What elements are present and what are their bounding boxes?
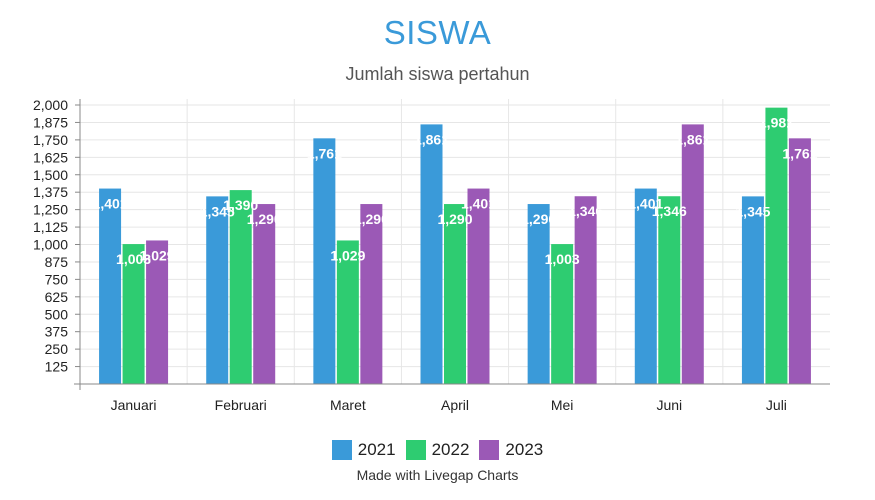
data-label: 1,290 <box>521 211 556 227</box>
y-tick-label: 1,250 <box>33 202 68 218</box>
data-label: 1,029 <box>330 247 365 263</box>
bar-chart: 1,4011,0031,0291,3451,3901,2901,7611,029… <box>33 97 830 413</box>
x-tick-label: Juni <box>656 397 682 413</box>
y-tick-label: 1,375 <box>33 184 68 200</box>
bar-2021-maret[interactable] <box>313 138 336 384</box>
bar-2023-januari[interactable] <box>146 240 169 384</box>
bar-2023-april[interactable] <box>467 188 490 384</box>
data-label: 1,003 <box>545 251 580 267</box>
legend-swatch-2022 <box>405 440 426 460</box>
bar-2021-februari[interactable] <box>206 196 229 384</box>
data-labels-layer: 1,4011,0031,0291,3451,3901,2901,7611,029… <box>93 115 818 267</box>
y-tick-label: 375 <box>45 324 69 340</box>
chart-subtitle: Jumlah siswa pertahun <box>345 64 530 84</box>
chart-title: SISWA <box>383 14 492 51</box>
bar-2021-april[interactable] <box>420 124 443 384</box>
data-label: 1,861 <box>675 131 710 147</box>
bar-2022-februari[interactable] <box>229 190 252 384</box>
data-label: 1,761 <box>782 145 817 161</box>
bar-2021-januari[interactable] <box>99 188 122 384</box>
data-label: 1,346 <box>568 203 603 219</box>
legend-label-2022: 2022 <box>431 440 470 459</box>
legend-swatch-2021 <box>331 440 352 460</box>
legend-label-2021: 2021 <box>357 440 396 459</box>
y-tick-label: 1,625 <box>33 149 68 165</box>
data-label: 1,290 <box>354 211 389 227</box>
x-tick-label: Mei <box>551 397 574 413</box>
data-label: 1,401 <box>461 196 496 212</box>
y-tick-label: 1,875 <box>33 114 68 130</box>
x-tick-label: Januari <box>111 397 157 413</box>
bar-2023-juli[interactable] <box>788 138 811 384</box>
data-label: 1,290 <box>247 211 282 227</box>
data-label: 1,761 <box>307 145 342 161</box>
x-tick-label: Maret <box>330 397 366 413</box>
legend-item-2023[interactable]: 2023 <box>479 440 543 460</box>
data-label: 1,345 <box>735 203 770 219</box>
x-tick-label: Februari <box>215 397 267 413</box>
y-tick-label: 2,000 <box>33 97 68 113</box>
bar-2022-april[interactable] <box>444 204 466 384</box>
y-tick-label: 1,500 <box>33 167 68 183</box>
y-tick-label: 1,000 <box>33 237 68 253</box>
bar-2023-juni[interactable] <box>681 124 704 384</box>
bar-2021-juli[interactable] <box>741 196 764 384</box>
bar-2023-februari[interactable] <box>253 204 276 384</box>
legend-swatch-2023 <box>479 440 500 460</box>
x-tick-label: April <box>441 397 469 413</box>
data-label: 1,290 <box>437 211 472 227</box>
y-tick-label: 1,125 <box>33 219 68 235</box>
y-tick-label: 750 <box>45 271 69 287</box>
y-tick-label: 875 <box>45 254 69 270</box>
credit-text: Made with Livegap Charts <box>356 467 519 483</box>
legend: 2021 2022 2023 <box>0 440 875 460</box>
bar-2022-juni[interactable] <box>658 196 681 384</box>
y-tick-label: 125 <box>45 359 69 375</box>
bar-2023-maret[interactable] <box>360 204 383 384</box>
bar-2022-maret[interactable] <box>336 240 359 384</box>
legend-label-2023: 2023 <box>505 440 544 459</box>
data-label: 1,390 <box>223 197 258 213</box>
y-tick-label: 1,750 <box>33 132 68 148</box>
legend-item-2022[interactable]: 2022 <box>405 440 470 460</box>
data-label: 1,346 <box>652 203 687 219</box>
bar-2022-januari[interactable] <box>122 244 145 384</box>
bar-2021-juni[interactable] <box>634 188 657 384</box>
y-tick-label: 500 <box>45 306 69 322</box>
data-label: 1,401 <box>93 196 128 212</box>
bar-2022-mei[interactable] <box>551 244 574 384</box>
data-label: 1,003 <box>116 251 151 267</box>
data-label: 1,401 <box>628 196 663 212</box>
x-tick-label: Juli <box>766 397 787 413</box>
bar-2021-mei[interactable] <box>527 204 550 384</box>
bar-2022-juli[interactable] <box>765 107 788 384</box>
y-tick-label: 250 <box>45 341 69 357</box>
bar-2023-mei[interactable] <box>574 196 597 384</box>
data-label: 1,345 <box>200 203 235 219</box>
data-label: 1,029 <box>140 247 175 263</box>
y-tick-label: 625 <box>45 289 69 305</box>
legend-item-2021[interactable]: 2021 <box>331 440 396 460</box>
data-label: 1,861 <box>414 131 449 147</box>
bars-layer <box>99 107 811 384</box>
data-label: 1,981 <box>759 115 794 131</box>
